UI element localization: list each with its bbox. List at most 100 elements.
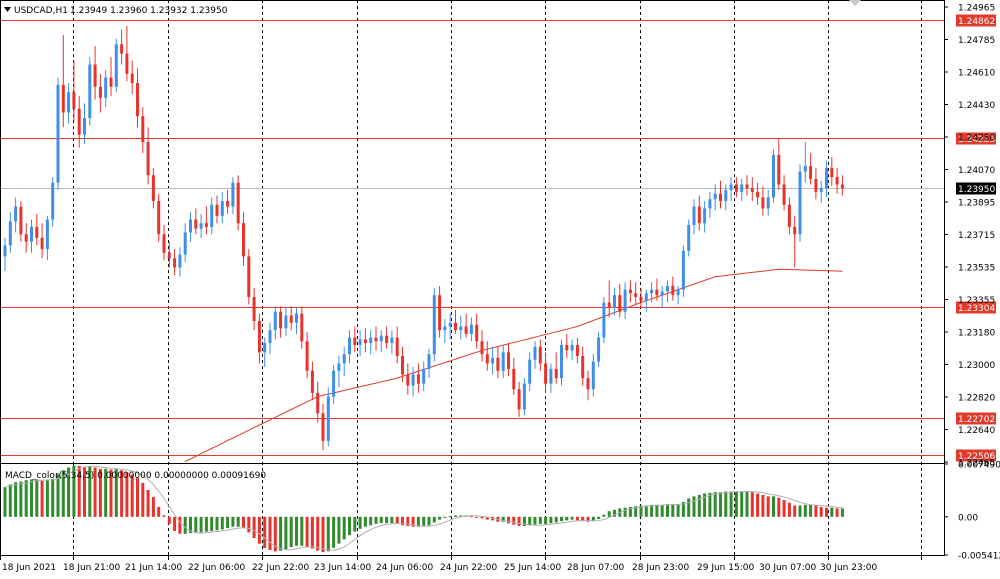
macd-bar bbox=[554, 516, 558, 523]
macd-bar bbox=[252, 516, 256, 538]
candle bbox=[708, 191, 712, 218]
macd-tick-label: 0.0074909 bbox=[958, 460, 1000, 470]
candle bbox=[570, 339, 574, 360]
macd-bar bbox=[411, 516, 415, 527]
candle bbox=[554, 352, 558, 384]
candle bbox=[803, 142, 807, 183]
candle bbox=[835, 167, 839, 194]
macd-bar bbox=[469, 516, 473, 518]
price-tick-label: 1.23000 bbox=[958, 361, 995, 371]
candle bbox=[761, 186, 765, 216]
time-axis[interactable]: 18 Jun 2021 18 Jun 21:00 21 Jun 14:00 22 Ju… bbox=[0, 555, 922, 573]
candle bbox=[628, 280, 632, 303]
candle-body bbox=[793, 226, 797, 235]
macd-bar bbox=[358, 516, 362, 529]
candle-body bbox=[24, 234, 28, 242]
time-tick-label: 23 Jun 14:00 bbox=[314, 563, 371, 573]
candle-body bbox=[358, 339, 362, 345]
macd-bar bbox=[809, 504, 813, 517]
candle bbox=[469, 317, 473, 342]
candle bbox=[491, 346, 495, 375]
candle-body bbox=[231, 182, 235, 207]
macd-bar bbox=[416, 516, 420, 527]
candle-body bbox=[469, 324, 473, 334]
candle-body bbox=[443, 326, 447, 331]
candle-body bbox=[687, 225, 691, 251]
macd-bar bbox=[803, 504, 807, 517]
macd-bar bbox=[538, 516, 542, 524]
macd-bar bbox=[623, 507, 627, 517]
triangle-down-icon[interactable] bbox=[4, 7, 11, 12]
macd-bar bbox=[544, 516, 548, 524]
macd-histogram bbox=[3, 465, 844, 553]
macd-bar bbox=[247, 516, 251, 533]
candle bbox=[687, 219, 691, 257]
candle-body bbox=[549, 368, 553, 384]
candle-body bbox=[533, 346, 537, 360]
candle bbox=[459, 315, 463, 340]
candle-body bbox=[655, 289, 659, 296]
candle bbox=[178, 247, 182, 277]
candle bbox=[136, 68, 139, 128]
candle-body bbox=[602, 302, 606, 338]
candle-body bbox=[83, 118, 86, 135]
macd-bar bbox=[104, 468, 108, 517]
candle bbox=[533, 341, 537, 369]
candle-body bbox=[3, 245, 7, 257]
candle bbox=[289, 306, 293, 331]
price-tick-label: 1.24070 bbox=[958, 166, 995, 176]
candle bbox=[120, 29, 124, 65]
candle bbox=[3, 237, 7, 272]
candle bbox=[61, 35, 65, 128]
candle bbox=[114, 38, 118, 93]
candle bbox=[825, 160, 828, 198]
macd-bar bbox=[422, 516, 426, 526]
candle-body bbox=[692, 206, 696, 226]
candle-body bbox=[35, 226, 39, 238]
candle-body bbox=[803, 166, 807, 172]
ohlc-label: 1.23949 1.23960 1.23932 1.23950 bbox=[70, 6, 228, 16]
macd-bar bbox=[713, 492, 717, 517]
macd-bar bbox=[199, 516, 203, 533]
price-tick-label: 1.23715 bbox=[958, 231, 995, 241]
macd-bar bbox=[120, 470, 124, 517]
chart-header[interactable]: USDCAD,H1 1.23949 1.23960 1.23932 1.2395… bbox=[4, 6, 228, 16]
candle-body bbox=[666, 285, 669, 292]
candle-body bbox=[401, 356, 404, 375]
macd-bar bbox=[173, 516, 177, 531]
candle bbox=[496, 346, 500, 379]
macd-bar bbox=[507, 516, 510, 524]
candle-body bbox=[512, 368, 516, 390]
candle-body bbox=[782, 184, 786, 205]
candle bbox=[427, 348, 431, 379]
price-tick-label: 1.22820 bbox=[958, 394, 995, 404]
candle bbox=[337, 356, 341, 388]
candle bbox=[501, 344, 505, 379]
candle bbox=[438, 285, 442, 338]
level-price-label: 1.23304 bbox=[958, 304, 995, 314]
scroll-arrow-icon[interactable] bbox=[849, 0, 861, 6]
candle-body bbox=[703, 208, 707, 224]
macd-bar bbox=[109, 469, 113, 517]
candle-body bbox=[538, 346, 542, 364]
candle-body bbox=[814, 178, 818, 192]
candle bbox=[220, 191, 224, 224]
candle-body bbox=[660, 291, 664, 296]
candle bbox=[512, 357, 516, 395]
candle bbox=[141, 106, 145, 154]
candle-body bbox=[353, 337, 357, 345]
candle-body bbox=[565, 344, 569, 351]
candle bbox=[385, 326, 389, 349]
candle-body bbox=[385, 335, 389, 344]
macd-bar bbox=[575, 516, 579, 521]
candle bbox=[650, 282, 654, 303]
candle-body bbox=[332, 370, 336, 397]
candle-body bbox=[406, 374, 410, 386]
candle bbox=[104, 70, 108, 107]
candle-body bbox=[432, 295, 436, 355]
candle bbox=[93, 46, 97, 100]
candle bbox=[719, 180, 722, 209]
macd-bar bbox=[597, 516, 601, 519]
price-tick-label: 1.22640 bbox=[958, 426, 995, 436]
candle-body bbox=[56, 84, 60, 183]
